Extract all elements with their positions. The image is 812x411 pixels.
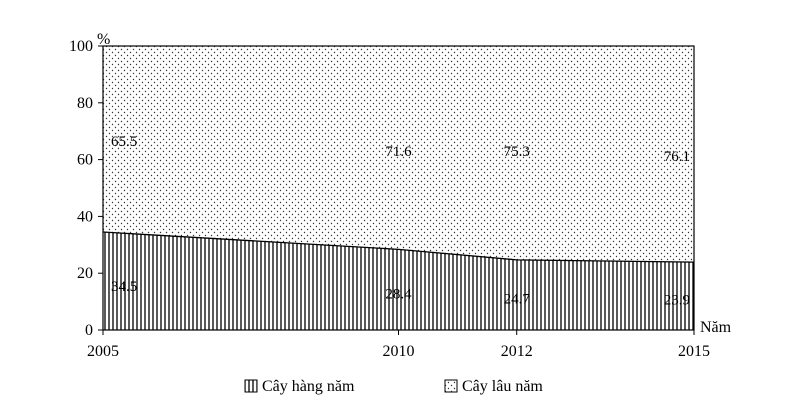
y-tick-label: 20 (77, 265, 93, 282)
x-axis-label: Năm (700, 319, 732, 336)
x-tick-label: 2010 (383, 343, 415, 360)
legend-swatch-perennial (444, 379, 458, 393)
data-label-cay-lau-nam: 75.3 (504, 144, 530, 160)
y-axis-label: % (97, 31, 110, 48)
data-label-cay-hang-nam: 28.4 (385, 287, 412, 303)
legend-label-annual: Cây hàng năm (262, 378, 355, 395)
y-tick-label: 0 (85, 322, 93, 339)
data-labels: 34.5 65.5 28.4 71.6 24.7 75.3 23.9 76.1 (111, 134, 690, 308)
data-label-cay-lau-nam: 76.1 (664, 149, 690, 165)
x-tick-label: 2015 (678, 343, 710, 360)
y-tick-label: 100 (69, 38, 93, 55)
data-label-cay-hang-nam: 34.5 (111, 279, 137, 295)
data-label-cay-lau-nam: 71.6 (385, 144, 412, 160)
area-cay-hang-nam (103, 232, 694, 330)
legend-swatch-annual (244, 379, 258, 393)
y-axis: 0 20 40 60 80 100 (69, 38, 103, 339)
area-layer (102, 46, 695, 330)
x-tick-label: 2012 (501, 343, 533, 360)
data-label-cay-lau-nam: 65.5 (111, 134, 137, 150)
legend: Cây hàng năm Cây lâu năm (244, 378, 543, 395)
y-tick-label: 60 (77, 152, 93, 169)
area-cay-lau-nam (103, 46, 694, 263)
x-axis: 2005 2010 2012 2015 (87, 330, 710, 360)
data-label-cay-hang-nam: 23.9 (664, 292, 690, 308)
series-boundary-line (102, 231, 695, 263)
y-tick-label: 80 (77, 95, 93, 112)
data-label-cay-hang-nam: 24.7 (504, 291, 531, 307)
y-tick-label: 40 (77, 208, 93, 225)
x-tick-label: 2005 (87, 343, 119, 360)
legend-label-perennial: Cây lâu năm (462, 378, 543, 395)
